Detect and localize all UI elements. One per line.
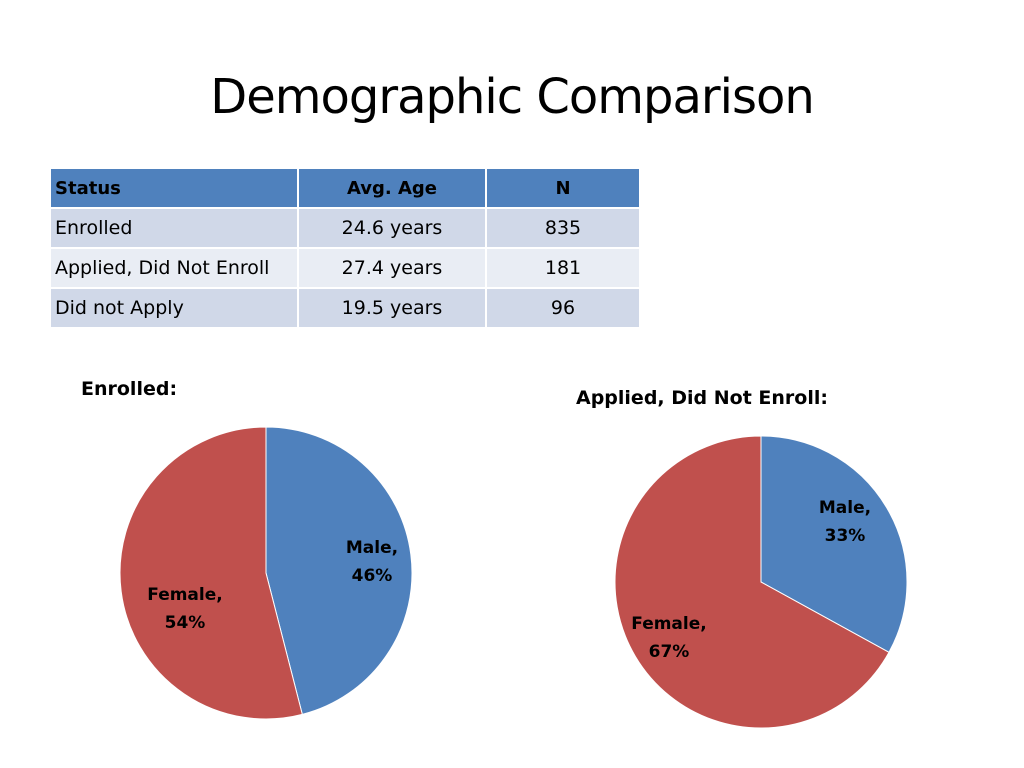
- pie-data-label-male: Male, 33%: [819, 498, 871, 546]
- pie-slice-male: [760, 435, 908, 654]
- applied-not-enroll-pie-chart: Male, 33% Female, 67%: [614, 435, 908, 729]
- pie-label-percent: 33%: [825, 526, 866, 546]
- pie-slice-male: [265, 426, 413, 716]
- pie-slice-female: [614, 435, 890, 729]
- table-row: Did not Apply 19.5 years 96: [49, 287, 641, 329]
- applied-not-enroll-chart-title: Applied, Did Not Enroll:: [576, 387, 828, 409]
- slide-title: Demographic Comparison: [210, 69, 815, 125]
- table-cell-avg-age: 19.5 years: [297, 287, 487, 329]
- table-cell-n: 835: [485, 207, 641, 249]
- pie-data-label-male: Male, 46%: [346, 538, 398, 586]
- table-cell-status: Enrolled: [49, 207, 299, 249]
- table-header-row: Status Avg. Age N: [49, 167, 641, 209]
- pie-label-category: Female,: [147, 585, 222, 605]
- table-header-n: N: [485, 167, 641, 209]
- table-row: Enrolled 24.6 years 835: [49, 207, 641, 249]
- enrolled-pie-chart: Male, 46% Female, 54%: [119, 426, 413, 720]
- table-cell-avg-age: 27.4 years: [297, 247, 487, 289]
- table-cell-avg-age: 24.6 years: [297, 207, 487, 249]
- table-cell-n: 96: [485, 287, 641, 329]
- table-cell-status: Did not Apply: [49, 287, 299, 329]
- pie-label-category: Female,: [631, 614, 706, 634]
- table-header-avg-age: Avg. Age: [297, 167, 487, 209]
- table-header-status: Status: [49, 167, 299, 209]
- pie-label-percent: 46%: [352, 566, 393, 586]
- pie-data-label-female: Female, 67%: [631, 614, 706, 662]
- pie-label-percent: 54%: [165, 613, 206, 633]
- pie-label-category: Male,: [819, 498, 871, 518]
- table-cell-n: 181: [485, 247, 641, 289]
- pie-slice-female: [119, 426, 303, 720]
- table-row: Applied, Did Not Enroll 27.4 years 181: [49, 247, 641, 289]
- enrolled-chart-title: Enrolled:: [81, 378, 178, 400]
- table-cell-status: Applied, Did Not Enroll: [49, 247, 299, 289]
- pie-label-category: Male,: [346, 538, 398, 558]
- demographics-table: Status Avg. Age N Enrolled 24.6 years 83…: [49, 167, 641, 329]
- pie-data-label-female: Female, 54%: [147, 585, 222, 633]
- pie-label-percent: 67%: [649, 642, 690, 662]
